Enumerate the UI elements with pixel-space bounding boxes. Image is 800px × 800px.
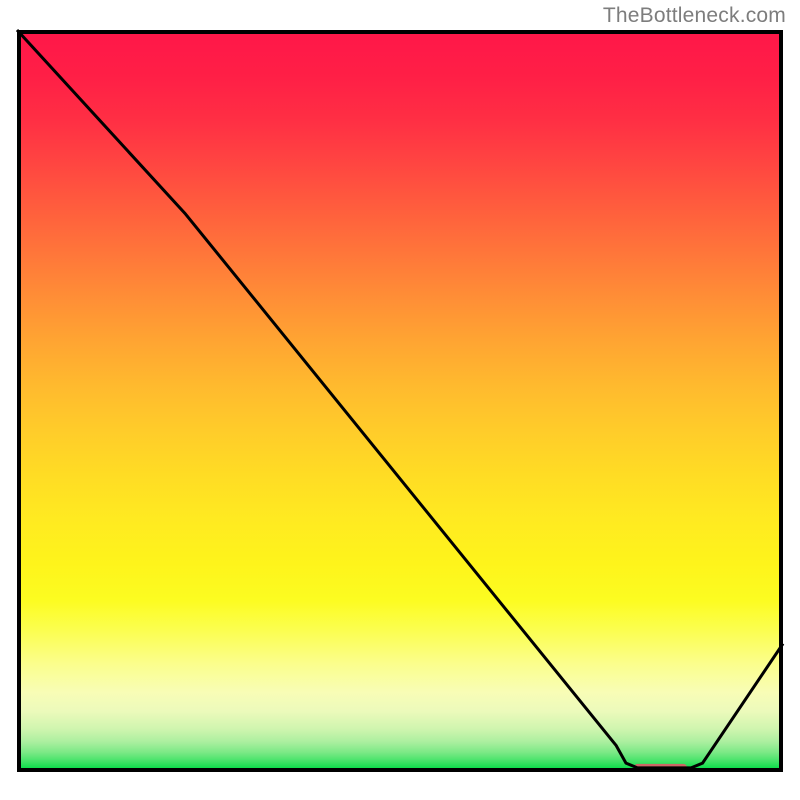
chart-container: TheBottleneck.com: [0, 0, 800, 800]
gradient-background: [19, 32, 781, 770]
bottleneck-chart: [0, 0, 800, 800]
watermark-text: TheBottleneck.com: [603, 4, 786, 28]
